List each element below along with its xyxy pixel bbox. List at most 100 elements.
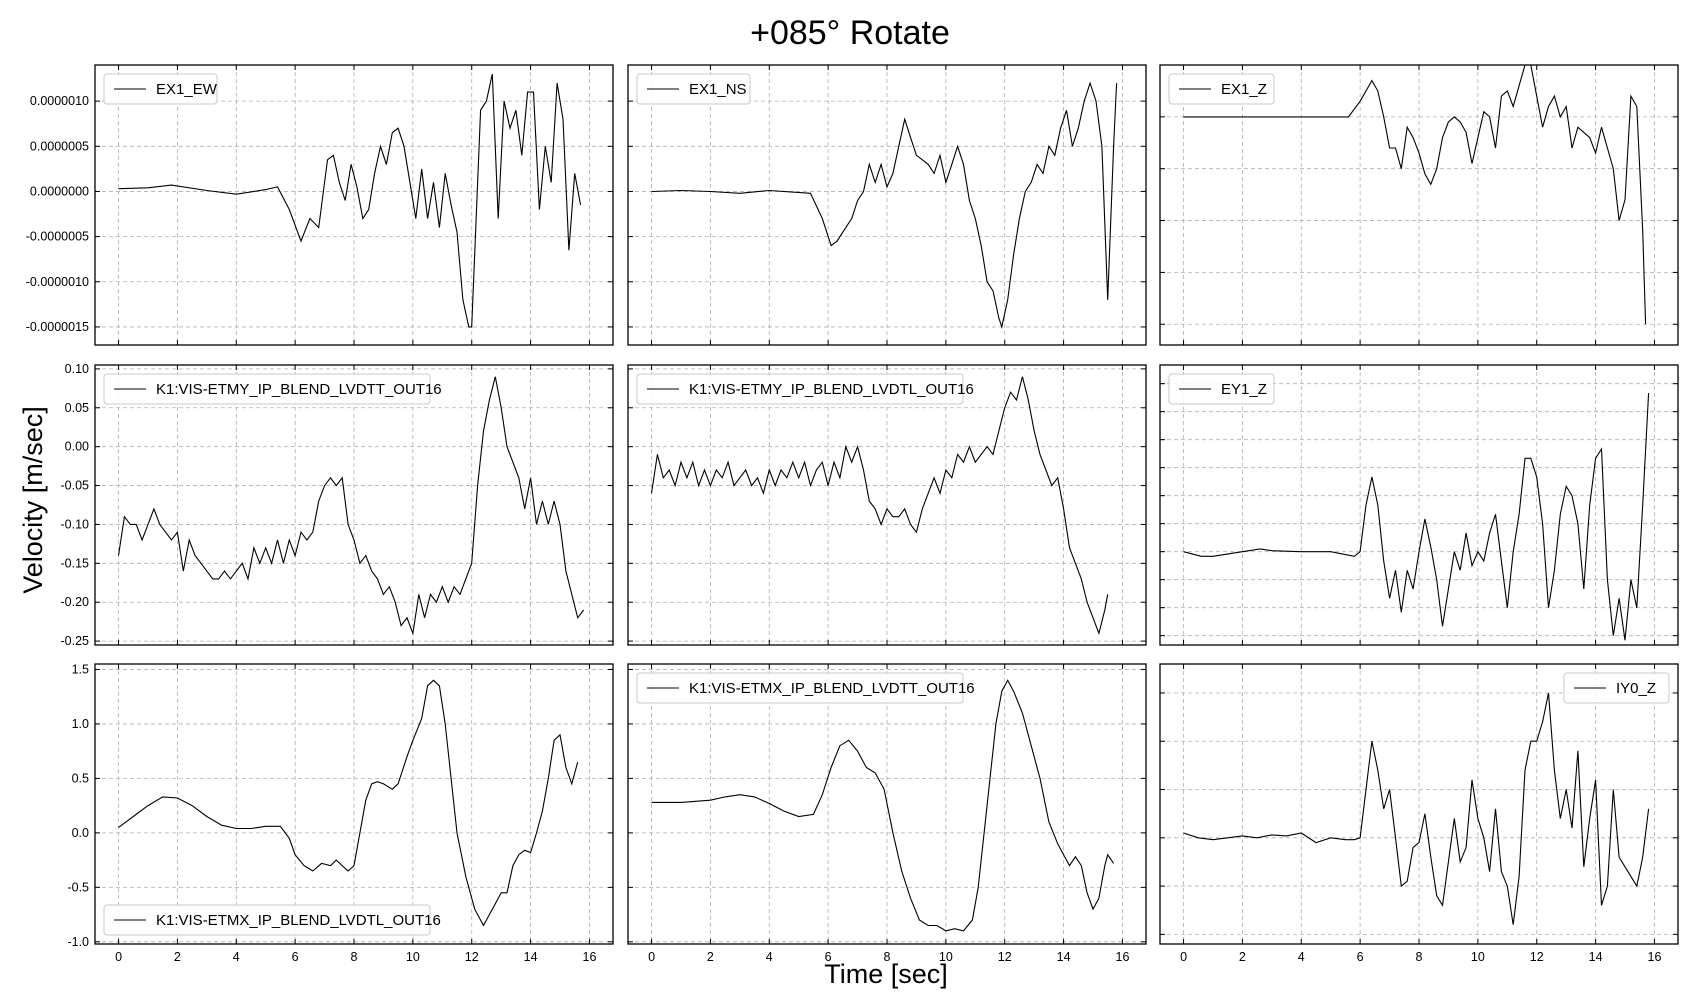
- legend-label: EX1_Z: [1221, 81, 1267, 98]
- legend-label: K1:VIS-ETMY_IP_BLEND_LVDTL_OUT16: [689, 381, 974, 398]
- y-tick-label: 0.5: [72, 771, 89, 785]
- legend-box: [636, 373, 964, 405]
- y-tick-label: -0.25: [61, 634, 90, 648]
- x-tick-label: 10: [1471, 950, 1485, 964]
- x-tick-label: 4: [233, 950, 240, 964]
- x-tick-label: 4: [766, 950, 773, 964]
- legend-label: K1:VIS-ETMX_IP_BLEND_LVDTL_OUT16: [156, 912, 441, 929]
- x-tick-label: 8: [1416, 950, 1423, 964]
- legend: K1:VIS-ETMY_IP_BLEND_LVDTL_OUT16: [636, 373, 974, 405]
- y-axis-label: Velocity [m/sec]: [18, 406, 48, 594]
- y-tick-label: 1.5: [72, 662, 89, 676]
- legend-box: [1563, 672, 1670, 704]
- y-tick-label: 0.10: [65, 362, 89, 376]
- axes-frame: [627, 663, 1147, 945]
- legend: K1:VIS-ETMX_IP_BLEND_LVDTL_OUT16: [103, 904, 441, 936]
- legend-label: K1:VIS-ETMY_IP_BLEND_LVDTT_OUT16: [156, 381, 442, 398]
- subplot-5: K1:VIS-ETMY_IP_BLEND_LVDTL_OUT16: [627, 364, 1147, 646]
- y-tick-label: -0.0000005: [26, 230, 89, 244]
- x-tick-label: 16: [1648, 950, 1662, 964]
- y-tick-label: 1.0: [72, 717, 89, 731]
- x-tick-label: 2: [707, 950, 714, 964]
- x-tick-label: 14: [1589, 950, 1603, 964]
- axes-frame: [94, 64, 614, 346]
- legend-box: [103, 904, 431, 936]
- series-line: [118, 73, 582, 328]
- series-line: [1183, 392, 1650, 641]
- legend-box: [636, 672, 964, 704]
- legend-box: [1168, 373, 1275, 405]
- legend: IY0_Z: [1563, 672, 1670, 704]
- legend: K1:VIS-ETMY_IP_BLEND_LVDTT_OUT16: [103, 373, 442, 405]
- x-tick-label: 10: [406, 950, 420, 964]
- x-tick-label: 12: [998, 950, 1012, 964]
- axes-frame: [1159, 364, 1679, 646]
- y-tick-label: -0.0000015: [26, 320, 89, 334]
- x-tick-label: 8: [884, 950, 891, 964]
- y-tick-label: -0.20: [61, 595, 90, 609]
- axes-frame: [94, 663, 614, 945]
- legend: EX1_EW: [103, 73, 218, 105]
- axes-frame: [627, 64, 1147, 346]
- x-tick-label: 0: [115, 950, 122, 964]
- subplot-grid: -0.0000015 -0.0000010 -0.0000005 0.0000000 0…: [26, 64, 1679, 964]
- subplot-2: EX1_NS: [627, 64, 1147, 346]
- y-tick-label: 0.0000010: [30, 94, 89, 108]
- legend: K1:VIS-ETMX_IP_BLEND_LVDTT_OUT16: [636, 672, 975, 704]
- series-line: [650, 376, 1109, 636]
- x-tick-label: 0: [1180, 950, 1187, 964]
- subplot-6: EY1_Z: [1159, 364, 1679, 646]
- legend: EX1_NS: [636, 73, 751, 105]
- x-tick-label: 0: [648, 950, 655, 964]
- legend: EX1_Z: [1168, 73, 1275, 105]
- y-tick-label: -0.5: [67, 880, 89, 894]
- axes-frame: [1159, 64, 1679, 346]
- y-tick-label: 0.00: [65, 440, 89, 454]
- legend-label: EX1_EW: [156, 81, 218, 98]
- x-tick-label: 8: [351, 950, 358, 964]
- x-tick-label: 6: [1357, 950, 1364, 964]
- legend-label: EY1_Z: [1221, 381, 1267, 398]
- axes-frame: [1159, 663, 1679, 945]
- x-tick-label: 10: [939, 950, 953, 964]
- x-tick-label: 16: [1116, 950, 1130, 964]
- x-tick-label: 14: [1057, 950, 1071, 964]
- y-tick-label: -0.0000010: [26, 275, 89, 289]
- legend: EY1_Z: [1168, 373, 1275, 405]
- subplot-7: -1.0 -0.5 0.0 0.5 1.0 1.5 0 2 4 6 8 10 12 14 16 K1:VIS-…: [67, 662, 614, 964]
- x-tick-label: 12: [1530, 950, 1544, 964]
- legend-box: [103, 373, 431, 405]
- x-tick-label: 6: [825, 950, 832, 964]
- series-line: [1183, 65, 1647, 325]
- x-tick-label: 2: [174, 950, 181, 964]
- axes-frame: [627, 364, 1147, 646]
- legend-label: IY0_Z: [1616, 680, 1656, 697]
- subplot-8: 0 2 4 6 8 10 12 14 16 K1:VIS-ETMX_IP_BLEND_LVDTT_…: [627, 663, 1147, 964]
- legend-box: [636, 73, 751, 105]
- subplot-1: -0.0000015 -0.0000010 -0.0000005 0.0000000 0…: [26, 64, 614, 346]
- x-tick-label: 14: [524, 950, 538, 964]
- x-axis-label: Time [sec]: [824, 959, 948, 989]
- x-tick-label: 12: [465, 950, 479, 964]
- figure-title: +085° Rotate: [750, 14, 950, 52]
- series-line: [1183, 692, 1650, 925]
- y-tick-label: 0.0: [72, 826, 89, 840]
- x-tick-label: 16: [583, 950, 597, 964]
- y-tick-label: 0.0000005: [30, 139, 89, 153]
- x-tick-label: 2: [1239, 950, 1246, 964]
- y-tick-label: 0.05: [65, 401, 89, 415]
- legend-label: EX1_NS: [689, 81, 747, 98]
- x-tick-label: 6: [292, 950, 299, 964]
- y-tick-label: -0.05: [61, 479, 90, 493]
- subplot-9: 0 2 4 6 8 10 12 14 16 IY0_Z: [1159, 663, 1679, 964]
- series-line: [118, 679, 579, 927]
- y-tick-label: 0.0000000: [30, 184, 89, 198]
- y-tick-label: -0.10: [61, 517, 90, 531]
- series-line: [651, 679, 1115, 932]
- y-tick-label: -0.15: [61, 556, 90, 570]
- legend-box: [1168, 73, 1275, 105]
- series-line: [651, 81, 1118, 329]
- legend-box: [103, 73, 218, 105]
- y-tick-label: -1.0: [67, 935, 89, 949]
